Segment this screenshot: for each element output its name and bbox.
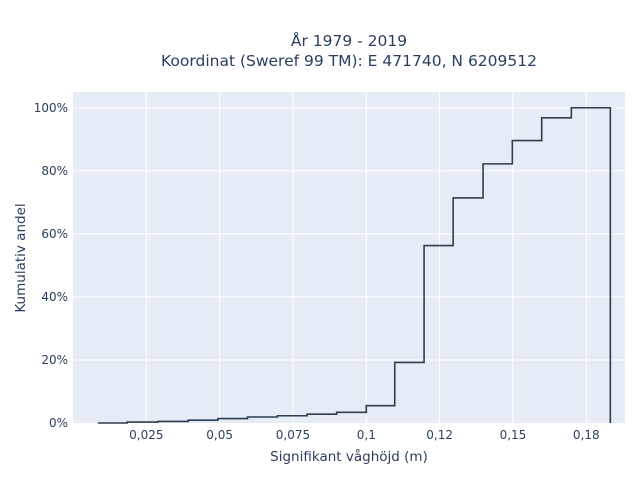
x-gridlines	[145, 92, 587, 423]
plot-area	[73, 92, 625, 423]
x-axis-title: Signifikant våghöjd (m)	[270, 448, 428, 465]
y-tick-label-1: 20%	[41, 353, 68, 367]
y-tick-label-3: 60%	[41, 227, 68, 241]
y-gridlines	[73, 107, 625, 361]
y-tick-label-0: 0%	[49, 416, 68, 430]
y-axis-title: Kumulativ andel	[13, 203, 29, 312]
x-tick-label-4: 0,12	[426, 428, 453, 442]
x-tick-label-6: 0,18	[573, 428, 600, 442]
x-tick-label-0: 0,025	[129, 428, 163, 442]
series-layer	[97, 106, 612, 424]
chart-title-line-1: År 1979 - 2019	[291, 31, 407, 50]
y-tick-label-2: 40%	[41, 290, 68, 304]
y-tick-label-4: 80%	[41, 164, 68, 178]
x-tick-label-1: 0,05	[206, 428, 233, 442]
x-tick-label-2: 0,075	[276, 428, 310, 442]
y-tick-labels: 0% 20% 40% 60% 80% 100%	[34, 101, 68, 430]
series-line-0	[97, 106, 612, 424]
x-tick-label-5: 0,15	[500, 428, 527, 442]
y-tick-label-5: 100%	[34, 101, 68, 115]
x-tick-label-3: 0,1	[357, 428, 376, 442]
chart-title-line-2: Koordinat (Sweref 99 TM): E 471740, N 62…	[161, 52, 537, 70]
x-tick-labels: 0,025 0,05 0,075 0,1 0,12 0,15 0,18	[129, 428, 599, 442]
